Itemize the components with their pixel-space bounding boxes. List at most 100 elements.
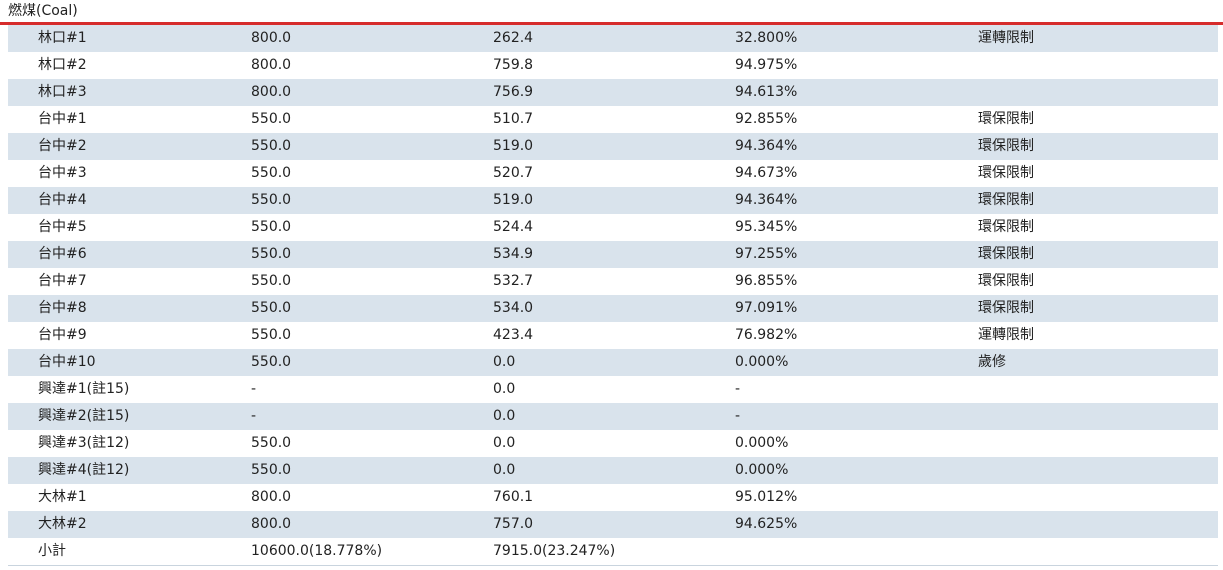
- section-title: 燃煤(Coal): [0, 0, 1223, 25]
- unit-capacity: 550.0: [251, 268, 493, 295]
- unit-note: [978, 457, 1218, 484]
- unit-name: 台中#10: [8, 349, 251, 376]
- unit-capacity: 550.0: [251, 430, 493, 457]
- unit-generation: 0.0: [493, 376, 735, 403]
- subtotal-generation: 7915.0(23.247%): [493, 538, 735, 566]
- table-row: 興達#2(註15) - 0.0 -: [8, 403, 1218, 430]
- unit-generation: 0.0: [493, 349, 735, 376]
- table-row: 台中#4 550.0 519.0 94.364% 環保限制: [8, 187, 1218, 214]
- unit-name: 台中#9: [8, 322, 251, 349]
- unit-generation: 757.0: [493, 511, 735, 538]
- unit-generation: 519.0: [493, 133, 735, 160]
- unit-name: 林口#3: [8, 79, 251, 106]
- unit-capacity: 550.0: [251, 457, 493, 484]
- unit-generation: 532.7: [493, 268, 735, 295]
- table-row: 台中#3 550.0 520.7 94.673% 環保限制: [8, 160, 1218, 187]
- table-row: 興達#1(註15) - 0.0 -: [8, 376, 1218, 403]
- unit-ratio: 32.800%: [735, 25, 978, 52]
- generator-table: 林口#1 800.0 262.4 32.800% 運轉限制 林口#2 800.0…: [8, 25, 1218, 566]
- unit-ratio: 95.345%: [735, 214, 978, 241]
- unit-note: 環保限制: [978, 214, 1218, 241]
- subtotal-ratio: [735, 538, 978, 566]
- unit-generation: 759.8: [493, 52, 735, 79]
- unit-name: 台中#8: [8, 295, 251, 322]
- unit-ratio: 95.012%: [735, 484, 978, 511]
- unit-name: 林口#1: [8, 25, 251, 52]
- unit-note: [978, 430, 1218, 457]
- unit-note: 環保限制: [978, 241, 1218, 268]
- table-row: 台中#10 550.0 0.0 0.000% 歲修: [8, 349, 1218, 376]
- unit-generation: 0.0: [493, 430, 735, 457]
- unit-capacity: 550.0: [251, 133, 493, 160]
- unit-capacity: -: [251, 403, 493, 430]
- unit-capacity: 550.0: [251, 295, 493, 322]
- unit-name: 台中#7: [8, 268, 251, 295]
- unit-note: 環保限制: [978, 268, 1218, 295]
- unit-capacity: 800.0: [251, 484, 493, 511]
- unit-generation: 423.4: [493, 322, 735, 349]
- unit-ratio: 94.364%: [735, 187, 978, 214]
- unit-ratio: -: [735, 403, 978, 430]
- unit-note: 環保限制: [978, 106, 1218, 133]
- unit-name: 興達#3(註12): [8, 430, 251, 457]
- unit-name: 台中#5: [8, 214, 251, 241]
- unit-note: 環保限制: [978, 187, 1218, 214]
- subtotal-note: [978, 538, 1218, 566]
- unit-ratio: 96.855%: [735, 268, 978, 295]
- unit-name: 興達#1(註15): [8, 376, 251, 403]
- unit-capacity: 800.0: [251, 25, 493, 52]
- table-row: 台中#9 550.0 423.4 76.982% 運轉限制: [8, 322, 1218, 349]
- table-row: 興達#3(註12) 550.0 0.0 0.000%: [8, 430, 1218, 457]
- unit-note: 環保限制: [978, 295, 1218, 322]
- subtotal-label: 小計: [8, 538, 251, 566]
- unit-note: [978, 511, 1218, 538]
- unit-generation: 760.1: [493, 484, 735, 511]
- table-row: 林口#3 800.0 756.9 94.613%: [8, 79, 1218, 106]
- unit-note: [978, 484, 1218, 511]
- unit-ratio: -: [735, 376, 978, 403]
- unit-generation: 524.4: [493, 214, 735, 241]
- table-row: 大林#1 800.0 760.1 95.012%: [8, 484, 1218, 511]
- unit-ratio: 97.255%: [735, 241, 978, 268]
- table-row: 林口#2 800.0 759.8 94.975%: [8, 52, 1218, 79]
- unit-ratio: 76.982%: [735, 322, 978, 349]
- unit-generation: 534.0: [493, 295, 735, 322]
- unit-note: [978, 52, 1218, 79]
- unit-generation: 0.0: [493, 403, 735, 430]
- unit-capacity: 550.0: [251, 241, 493, 268]
- unit-note: [978, 376, 1218, 403]
- unit-name: 台中#1: [8, 106, 251, 133]
- subtotal-capacity: 10600.0(18.778%): [251, 538, 493, 566]
- table-row: 台中#7 550.0 532.7 96.855% 環保限制: [8, 268, 1218, 295]
- unit-generation: 756.9: [493, 79, 735, 106]
- unit-note: [978, 79, 1218, 106]
- subtotal-row: 小計 10600.0(18.778%) 7915.0(23.247%): [8, 538, 1218, 566]
- unit-capacity: 550.0: [251, 349, 493, 376]
- unit-note: 環保限制: [978, 133, 1218, 160]
- unit-ratio: 92.855%: [735, 106, 978, 133]
- unit-capacity: -: [251, 376, 493, 403]
- unit-ratio: 94.673%: [735, 160, 978, 187]
- unit-ratio: 0.000%: [735, 457, 978, 484]
- unit-capacity: 800.0: [251, 511, 493, 538]
- unit-ratio: 94.625%: [735, 511, 978, 538]
- unit-generation: 534.9: [493, 241, 735, 268]
- unit-capacity: 550.0: [251, 214, 493, 241]
- unit-name: 台中#6: [8, 241, 251, 268]
- unit-capacity: 550.0: [251, 160, 493, 187]
- unit-name: 大林#2: [8, 511, 251, 538]
- table-row: 台中#5 550.0 524.4 95.345% 環保限制: [8, 214, 1218, 241]
- table-row: 林口#1 800.0 262.4 32.800% 運轉限制: [8, 25, 1218, 52]
- table-row: 大林#2 800.0 757.0 94.625%: [8, 511, 1218, 538]
- unit-name: 台中#3: [8, 160, 251, 187]
- unit-capacity: 550.0: [251, 322, 493, 349]
- unit-ratio: 0.000%: [735, 349, 978, 376]
- unit-ratio: 94.975%: [735, 52, 978, 79]
- table-row: 興達#4(註12) 550.0 0.0 0.000%: [8, 457, 1218, 484]
- unit-note: 歲修: [978, 349, 1218, 376]
- unit-name: 興達#4(註12): [8, 457, 251, 484]
- unit-ratio: 94.364%: [735, 133, 978, 160]
- unit-generation: 520.7: [493, 160, 735, 187]
- unit-ratio: 0.000%: [735, 430, 978, 457]
